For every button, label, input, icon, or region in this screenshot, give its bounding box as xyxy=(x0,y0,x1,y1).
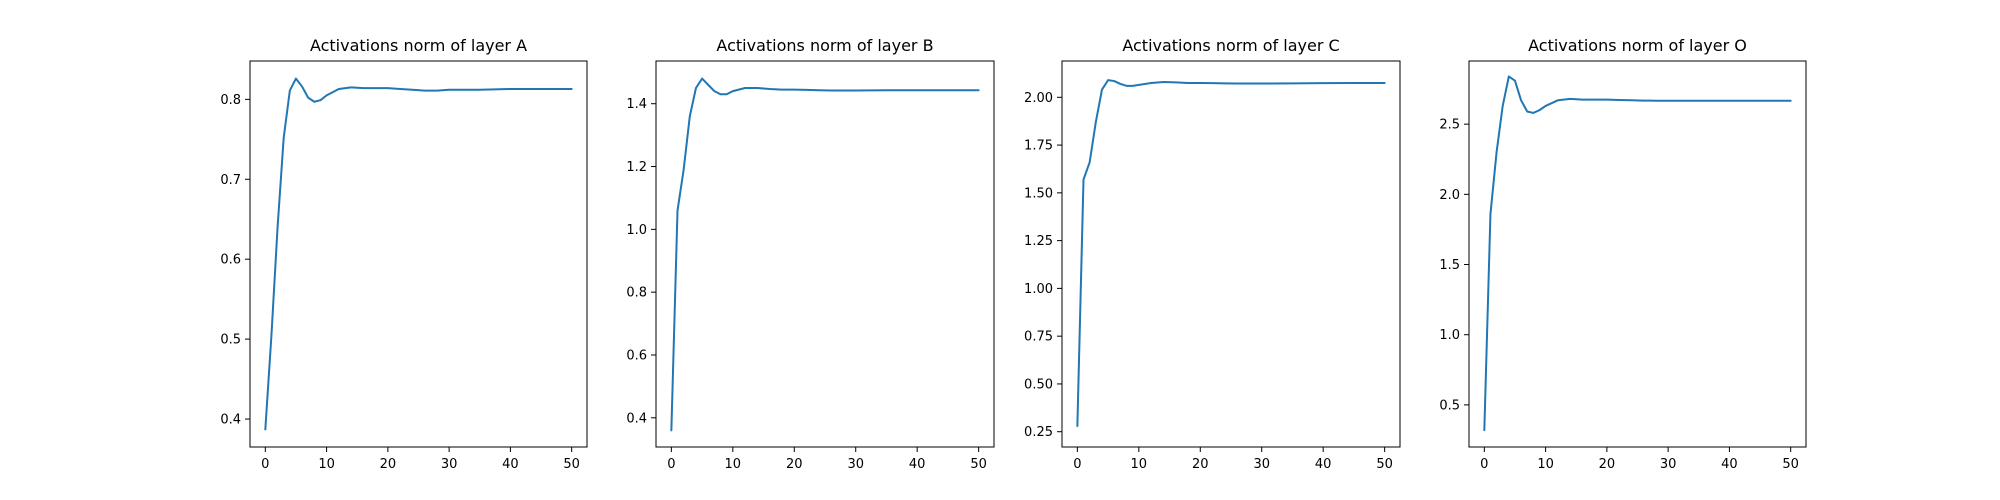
x-tick-label-layer-o: 50 xyxy=(1782,457,1799,472)
subplot-layer-b: Activations norm of layer B 0 10 20 30 40 50 0.… xyxy=(626,36,995,472)
x-tick-label-layer-a: 10 xyxy=(318,457,335,472)
series-line-layer-c xyxy=(1076,79,1386,427)
y-tick-label-layer-a: 0.4 xyxy=(220,413,241,428)
y-tick-label-layer-b: 0.6 xyxy=(626,348,647,363)
x-tick-label-layer-c: 20 xyxy=(1192,457,1209,472)
x-tick-label-layer-o: 0 xyxy=(1480,457,1488,472)
y-tick-label-layer-o: 1.5 xyxy=(1439,258,1460,273)
subplot-layer-c: Activations norm of layer C 0 10 20 30 40 50 0.… xyxy=(1024,36,1401,472)
y-tick-label-layer-a: 0.6 xyxy=(220,253,241,268)
y-tick-label-layer-a: 0.5 xyxy=(220,333,241,348)
y-tick-label-layer-b: 1.0 xyxy=(626,223,647,238)
x-tick-label-layer-b: 20 xyxy=(786,457,803,472)
y-tick-label-layer-b: 1.2 xyxy=(626,160,647,175)
y-tick-label-layer-c: 1.25 xyxy=(1024,234,1053,249)
x-tick-label-layer-b: 0 xyxy=(667,457,675,472)
y-tick-label-layer-c: 1.75 xyxy=(1024,139,1053,154)
axes-frame-layer-a xyxy=(249,60,588,448)
x-tick-label-layer-a: 40 xyxy=(502,457,519,472)
y-tick-label-layer-o: 2.0 xyxy=(1439,188,1460,203)
x-tick-label-layer-a: 0 xyxy=(261,457,269,472)
axes-frame-layer-o xyxy=(1468,60,1807,448)
y-tick-label-layer-a: 0.8 xyxy=(220,93,241,108)
y-tick-label-layer-c: 1.50 xyxy=(1024,186,1053,201)
x-tick-label-layer-b: 50 xyxy=(970,457,987,472)
x-tick-label-layer-o: 30 xyxy=(1660,457,1677,472)
x-tick-label-layer-a: 30 xyxy=(441,457,458,472)
chart-title-layer-a: Activations norm of layer A xyxy=(310,36,527,55)
x-tick-label-layer-b: 30 xyxy=(847,457,864,472)
y-tick-label-layer-c: 0.50 xyxy=(1024,377,1053,392)
series-line-layer-a xyxy=(264,77,573,431)
x-tick-label-layer-b: 40 xyxy=(909,457,926,472)
y-tick-label-layer-b: 0.4 xyxy=(626,411,647,426)
x-tick-label-layer-c: 50 xyxy=(1376,457,1393,472)
x-tick-label-layer-c: 0 xyxy=(1073,457,1081,472)
x-tick-label-layer-a: 20 xyxy=(380,457,397,472)
subplot-layer-a: Activations norm of layer A 0 10 20 30 40 50 0.… xyxy=(220,36,588,472)
x-tick-label-layer-b: 10 xyxy=(725,457,742,472)
y-tick-label-layer-c: 0.75 xyxy=(1024,330,1053,345)
chart-title-layer-o: Activations norm of layer O xyxy=(1528,36,1747,55)
subplot-layer-o: Activations norm of layer O 0 10 20 30 40 50 0.… xyxy=(1439,36,1807,472)
axes-frame-layer-b xyxy=(655,60,995,448)
x-tick-label-layer-o: 20 xyxy=(1599,457,1616,472)
x-tick-label-layer-c: 30 xyxy=(1253,457,1270,472)
y-tick-label-layer-b: 1.4 xyxy=(626,97,647,112)
y-tick-label-layer-a: 0.7 xyxy=(220,173,241,188)
x-tick-label-layer-a: 50 xyxy=(563,457,580,472)
y-tick-label-layer-o: 1.0 xyxy=(1439,328,1460,343)
x-tick-label-layer-c: 40 xyxy=(1315,457,1332,472)
x-tick-label-layer-c: 10 xyxy=(1131,457,1148,472)
axes-frame-layer-c xyxy=(1061,60,1401,448)
y-tick-label-layer-c: 2.00 xyxy=(1024,91,1053,106)
x-tick-label-layer-o: 10 xyxy=(1537,457,1554,472)
chart-title-layer-b: Activations norm of layer B xyxy=(716,36,933,55)
series-line-layer-o xyxy=(1483,75,1792,432)
series-line-layer-b xyxy=(670,77,980,432)
y-tick-label-layer-c: 1.00 xyxy=(1024,282,1053,297)
chart-title-layer-c: Activations norm of layer C xyxy=(1122,36,1339,55)
y-tick-label-layer-o: 0.5 xyxy=(1439,398,1460,413)
y-tick-label-layer-b: 0.8 xyxy=(626,286,647,301)
x-tick-label-layer-o: 40 xyxy=(1721,457,1738,472)
y-tick-label-layer-o: 2.5 xyxy=(1439,118,1460,133)
y-tick-label-layer-c: 0.25 xyxy=(1024,425,1053,440)
